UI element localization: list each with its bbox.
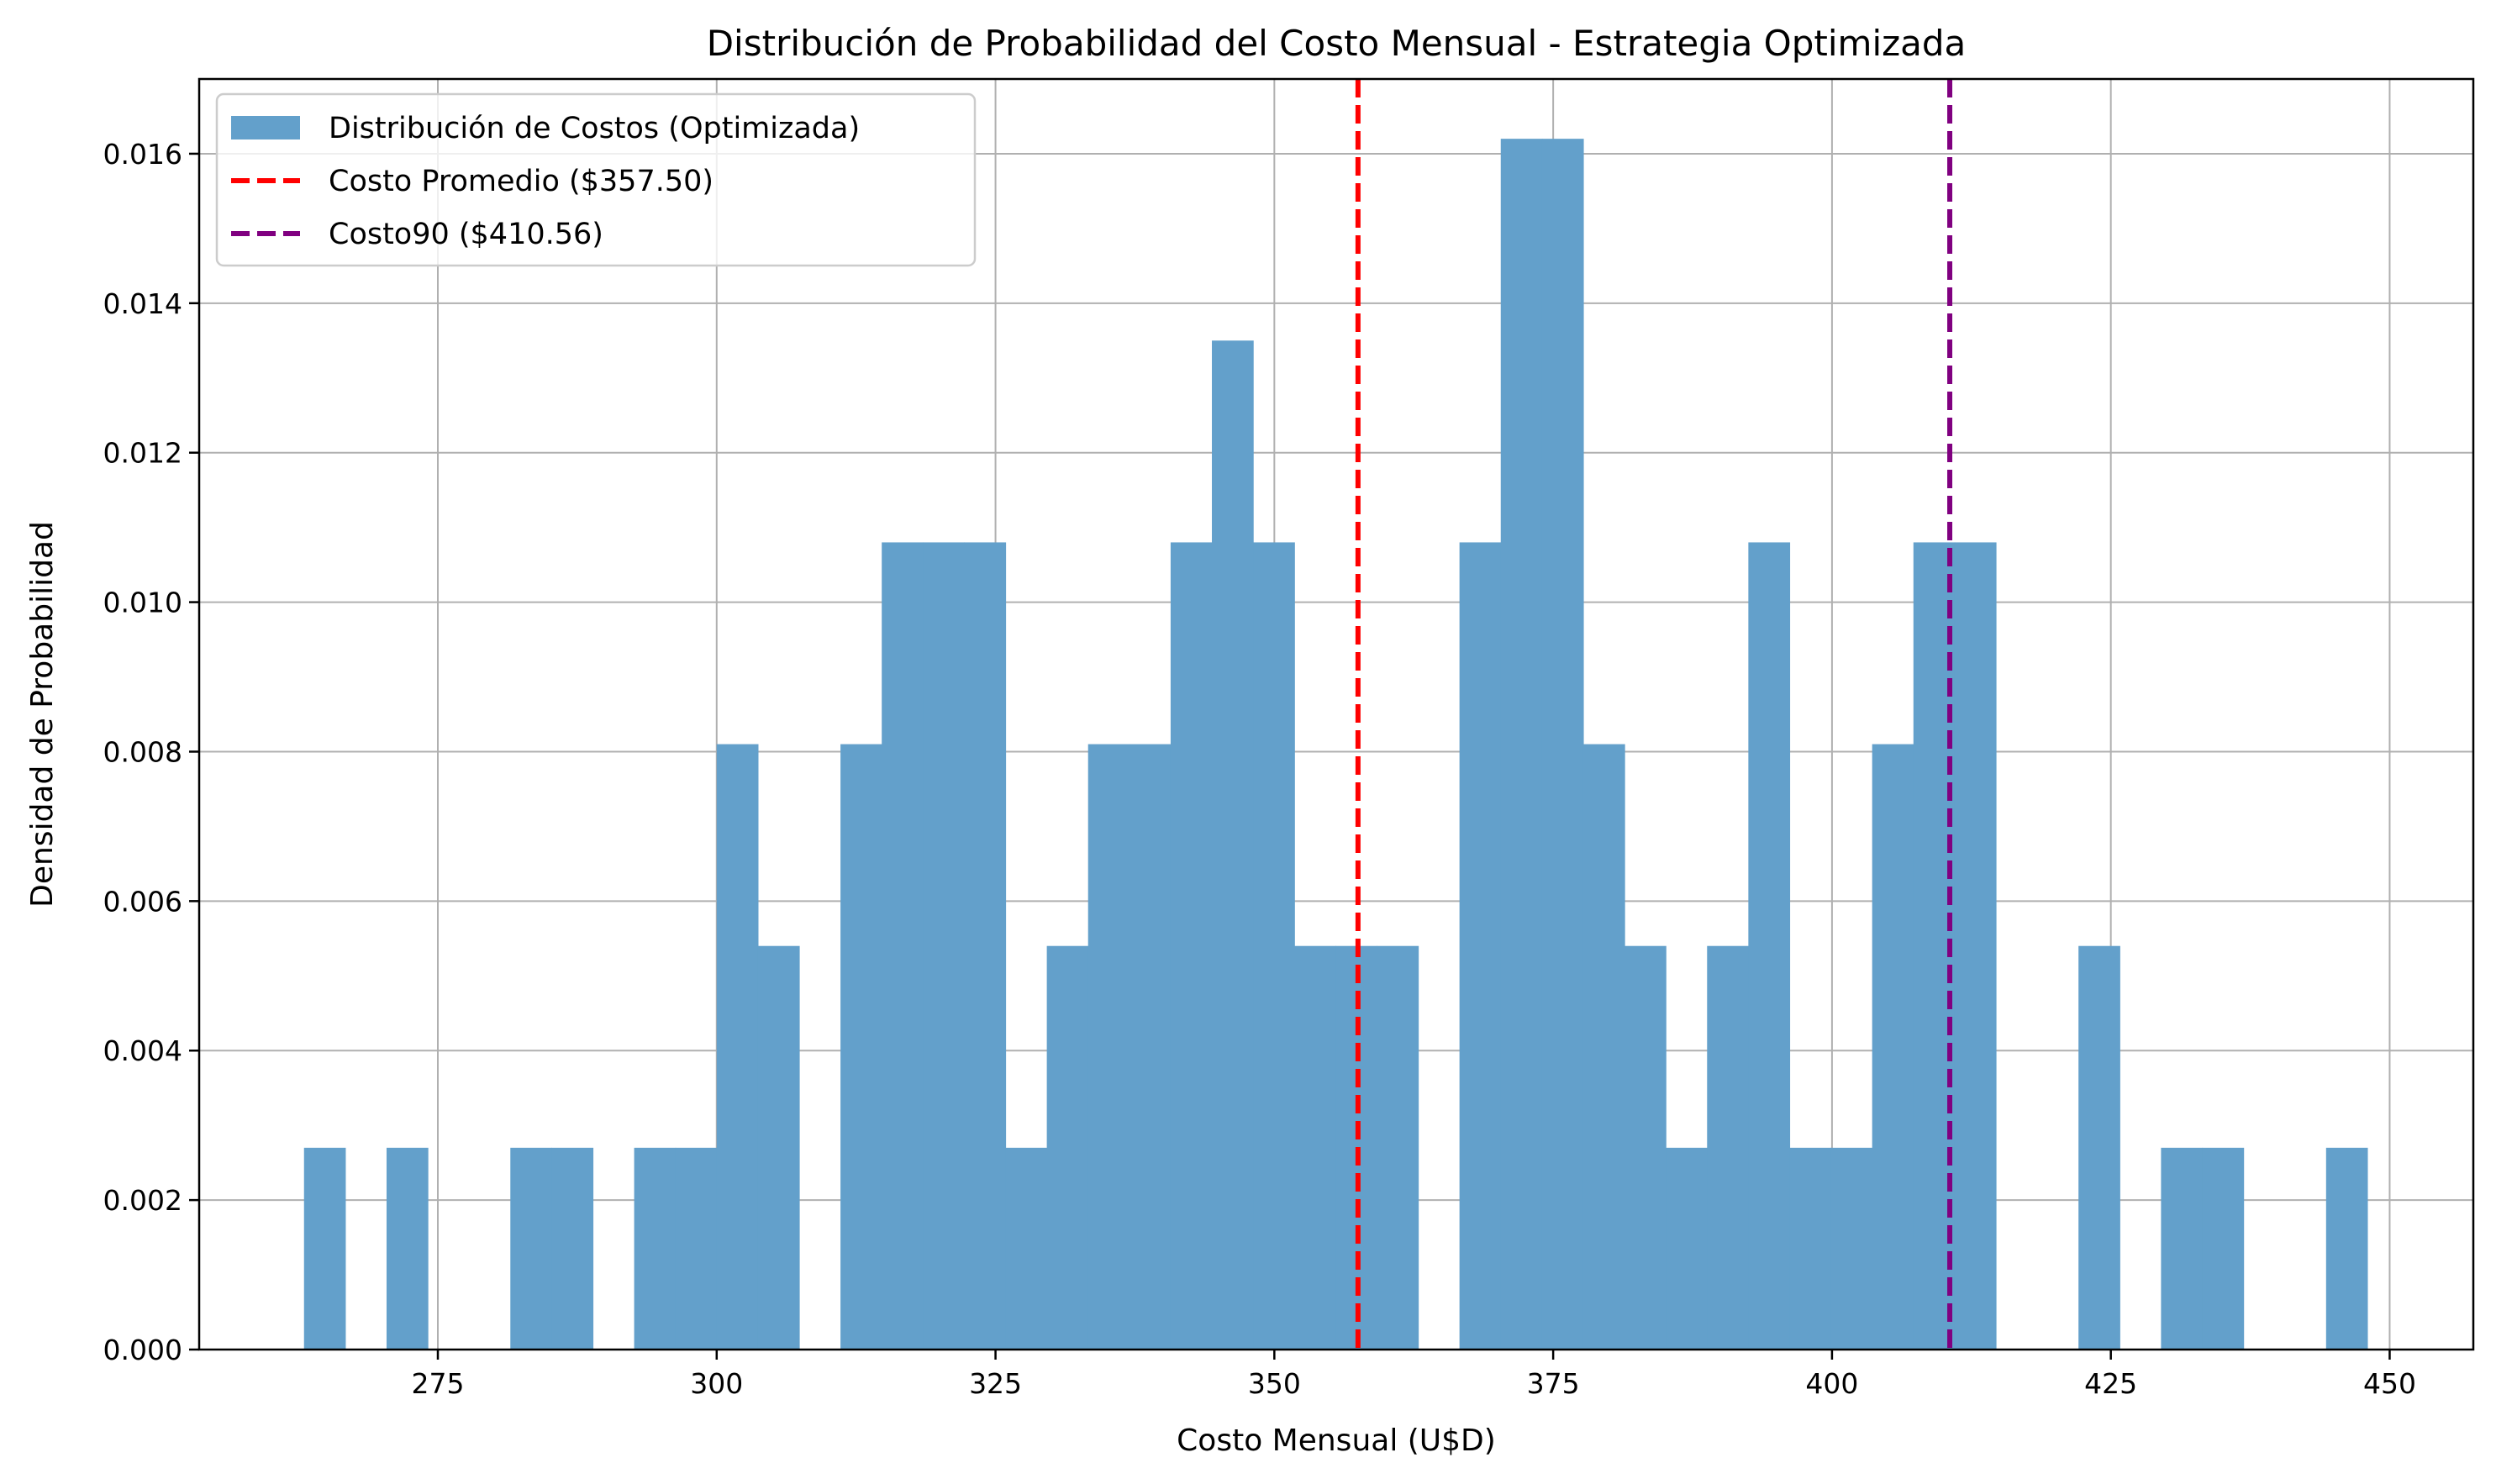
histogram-bar [1666, 1147, 1708, 1350]
y-tick-label: 0.016 [103, 138, 182, 171]
histogram-bar [2202, 1147, 2245, 1350]
x-tick-label: 375 [1527, 1367, 1580, 1400]
y-tick-label: 0.008 [103, 735, 182, 768]
x-tick-label: 450 [2363, 1367, 2416, 1400]
legend-swatch-histogram [231, 116, 300, 139]
y-tick-label: 0.010 [103, 587, 182, 619]
y-axis-label: Densidad de Probabilidad [25, 521, 60, 908]
legend-label-histogram: Distribución de Costos (Optimizada) [329, 112, 860, 145]
x-tick-label: 425 [2084, 1367, 2137, 1400]
histogram-bar [1253, 542, 1295, 1350]
x-axis-ticks: 275 300 325 350 375 400 425 450 [412, 1350, 2416, 1400]
histogram-bars [303, 139, 2368, 1350]
histogram-bar [1005, 1147, 1048, 1350]
histogram-bar [1129, 744, 1172, 1350]
histogram-bar [716, 744, 759, 1350]
histogram-bar [1170, 542, 1213, 1350]
histogram-bar [1625, 945, 1667, 1350]
histogram-bar [1830, 1147, 1873, 1350]
x-tick-label: 300 [690, 1367, 743, 1400]
histogram-bar [303, 1147, 346, 1350]
y-tick-label: 0.006 [103, 885, 182, 918]
reference-lines [1355, 79, 1953, 1350]
histogram-bar [1294, 945, 1336, 1350]
histogram-bar [923, 542, 966, 1350]
y-axis-ticks: 0.000 0.002 0.004 0.006 0.008 0.010 0.012 0.014… [103, 138, 199, 1366]
histogram-bar [551, 1147, 594, 1350]
legend-box [215, 92, 977, 267]
histogram-bar [882, 542, 924, 1350]
legend-label-mean: Costo Promedio ($357.50) [329, 165, 714, 198]
histogram-bar [1046, 945, 1089, 1350]
histogram-bar [1582, 744, 1625, 1350]
histogram-bar [675, 1147, 718, 1350]
histogram-bar [386, 1147, 429, 1350]
x-tick-label: 325 [969, 1367, 1022, 1400]
histogram-bar [840, 744, 882, 1350]
histogram-bar [510, 1147, 552, 1350]
histogram-bar [757, 945, 800, 1350]
histogram-bar [1500, 139, 1543, 1350]
histogram-bar [1377, 945, 1419, 1350]
histogram-bar [964, 542, 1007, 1350]
histogram-bar [1954, 542, 1997, 1350]
histogram-bar [2325, 1147, 2368, 1350]
histogram-bar [1789, 1147, 1832, 1350]
x-axis-label: Costo Mensual (U$D) [1177, 1423, 1496, 1458]
y-tick-label: 0.014 [103, 287, 182, 320]
chart-title: Distribución de Probabilidad del Costo M… [707, 23, 1967, 64]
histogram-bar [2078, 945, 2120, 1350]
y-tick-label: 0.000 [103, 1334, 182, 1366]
y-tick-label: 0.002 [103, 1184, 182, 1217]
legend-label-p90: Costo90 ($410.56) [329, 218, 603, 251]
histogram-bar [1212, 340, 1254, 1350]
histogram-bar [1087, 744, 1130, 1350]
histogram-bar [1707, 945, 1749, 1350]
histogram-bar [2161, 1147, 2204, 1350]
y-tick-label: 0.012 [103, 437, 182, 470]
histogram-bar [1541, 139, 1584, 1350]
histogram-bar [1872, 744, 1914, 1350]
x-tick-label: 400 [1805, 1367, 1858, 1400]
plot-frame [197, 77, 2475, 1351]
legend: Distribución de Costos (Optimizada) Cost… [215, 92, 977, 267]
histogram-bar [1748, 542, 1791, 1350]
histogram-bar [634, 1147, 677, 1350]
x-tick-label: 275 [412, 1367, 465, 1400]
x-tick-label: 350 [1248, 1367, 1301, 1400]
y-tick-label: 0.004 [103, 1034, 182, 1067]
histogram-bar [1459, 542, 1502, 1350]
